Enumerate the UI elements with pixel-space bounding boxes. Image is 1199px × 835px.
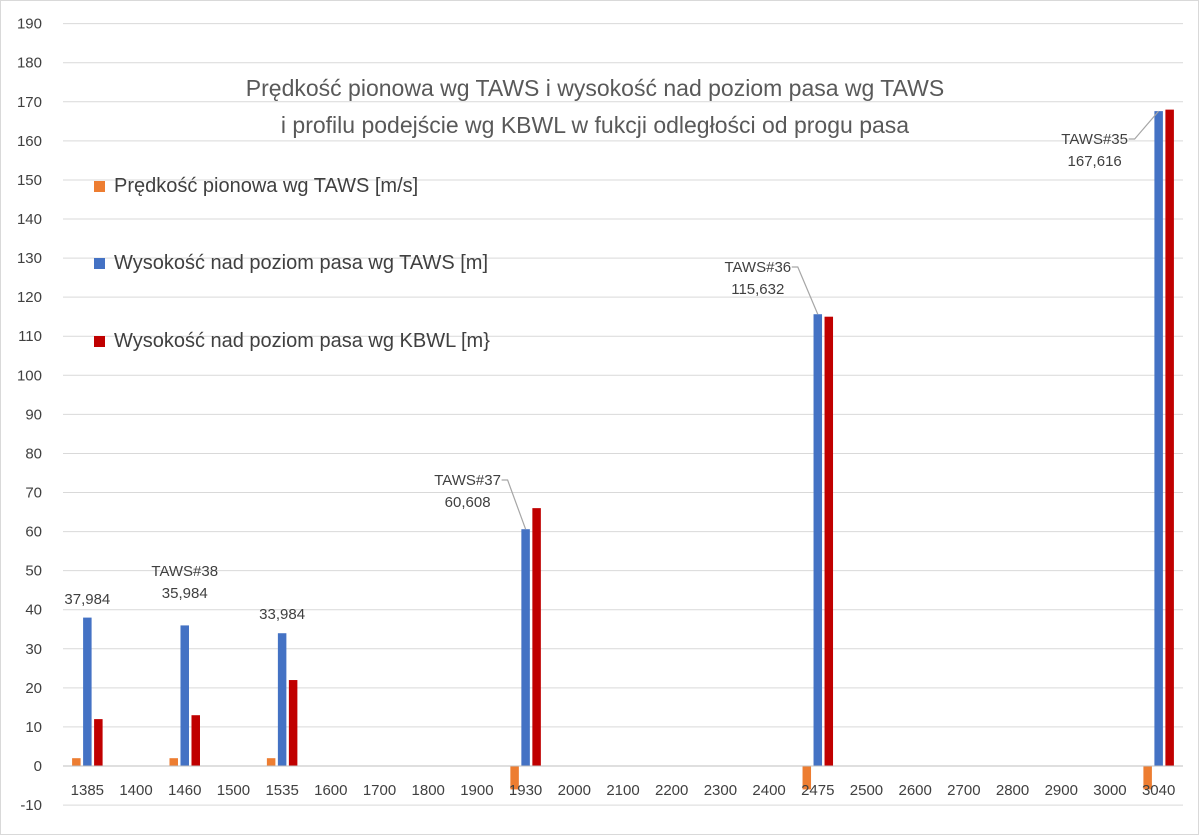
legend-label: Wysokość nad poziom pasa wg KBWL [m} (114, 330, 490, 352)
x-tick-label: 1800 (412, 782, 445, 799)
bar (191, 715, 200, 766)
bar (1165, 109, 1174, 766)
y-tick-label: 10 (25, 719, 42, 736)
y-tick-label: 50 (25, 563, 42, 580)
data-labels: 37,984 TAWS#38 35,984 33,984 TAWS#37 60,608 TA… (64, 110, 1160, 623)
bar (521, 529, 530, 766)
y-tick-label: 30 (25, 641, 42, 658)
data-label: 167,616 (1068, 153, 1122, 170)
x-tick-label: 2900 (1045, 782, 1078, 799)
bar (72, 758, 81, 766)
x-tick-label: 2700 (947, 782, 980, 799)
bar (288, 680, 298, 766)
x-tick-label: 1900 (460, 782, 493, 799)
x-tick-label: 1385 (71, 782, 104, 799)
bar (180, 625, 189, 766)
legend-swatch (94, 181, 105, 192)
x-tick-label: 2100 (606, 782, 639, 799)
data-label: TAWS#38 (151, 563, 218, 580)
y-tick-label: 160 (17, 133, 42, 150)
y-tick-label: 70 (25, 485, 42, 502)
legend: Prędkość pionowa wg TAWS [m/s] Wysokość n… (94, 175, 490, 352)
chart-title: Prędkość pionowa wg TAWS i wysokość nad … (246, 75, 944, 138)
x-tick-label: 1400 (119, 782, 152, 799)
x-tick-label: 1460 (168, 782, 201, 799)
legend-label: Prędkość pionowa wg TAWS [m/s] (114, 175, 418, 197)
bar (266, 758, 276, 766)
bar (277, 633, 287, 766)
bar (1143, 766, 1152, 790)
y-tick-label: 40 (25, 602, 42, 619)
bar (532, 508, 541, 766)
x-tick-label: 3000 (1093, 782, 1126, 799)
y-tick-label: 130 (17, 250, 42, 267)
x-tick-label: 1535 (265, 782, 298, 799)
data-label: TAWS#35 (1061, 131, 1128, 148)
y-tick-label: 80 (25, 445, 42, 462)
chart-title-line: Prędkość pionowa wg TAWS i wysokość nad … (246, 75, 944, 101)
leader-line (1128, 110, 1160, 140)
legend-label: Wysokość nad poziom pasa wg TAWS [m] (114, 252, 488, 274)
y-tick-label: 0 (34, 758, 42, 775)
data-label: 37,984 (64, 591, 110, 608)
x-tick-label: 2300 (704, 782, 737, 799)
y-tick-label: 140 (17, 211, 42, 228)
y-tick-label: 100 (17, 367, 42, 384)
data-label: TAWS#37 (434, 472, 501, 489)
bar (802, 766, 812, 790)
leader-line (791, 266, 819, 315)
y-tick-label: 150 (17, 172, 42, 189)
y-tick-label: 20 (25, 680, 42, 697)
bar (169, 758, 178, 766)
data-label: TAWS#36 (724, 259, 791, 276)
y-tick-label: 180 (17, 55, 42, 72)
bar (824, 316, 834, 766)
y-tick-label: 90 (25, 406, 42, 423)
y-tick-label: -10 (20, 797, 42, 814)
x-tick-label: 1500 (217, 782, 250, 799)
bar (510, 766, 519, 790)
data-label: 60,608 (445, 494, 491, 511)
y-tick-label: 190 (17, 16, 42, 33)
y-tick-label: 60 (25, 524, 42, 541)
x-tick-label: 2475 (801, 782, 834, 799)
data-label: 33,984 (259, 606, 305, 623)
x-tick-label: 1700 (363, 782, 396, 799)
bar (1154, 111, 1163, 767)
bar (813, 314, 823, 766)
legend-swatch (94, 258, 105, 269)
x-tick-label: 3040 (1142, 782, 1175, 799)
bars (72, 109, 1174, 790)
chart-title-line: i profilu podejście wg KBWL w fukcji odl… (281, 112, 909, 138)
x-tick-label: 2200 (655, 782, 688, 799)
bar (83, 617, 92, 766)
x-tick-label: 2800 (996, 782, 1029, 799)
axes: -100102030405060708090100110120130140150… (17, 16, 1183, 814)
y-tick-label: 110 (18, 328, 42, 345)
leader-line (501, 479, 527, 530)
x-tick-label: 1600 (314, 782, 347, 799)
legend-swatch (94, 336, 105, 347)
x-tick-label: 2600 (898, 782, 931, 799)
y-tick-label: 120 (17, 289, 42, 306)
data-label: 35,984 (162, 585, 208, 602)
x-tick-label: 2400 (752, 782, 785, 799)
x-tick-label: 1930 (509, 782, 542, 799)
y-tick-label: 170 (17, 94, 42, 111)
data-label: 115,632 (731, 281, 784, 298)
x-tick-label: 2000 (558, 782, 591, 799)
gridlines (63, 23, 1183, 806)
bar (94, 719, 103, 766)
x-tick-label: 2500 (850, 782, 883, 799)
